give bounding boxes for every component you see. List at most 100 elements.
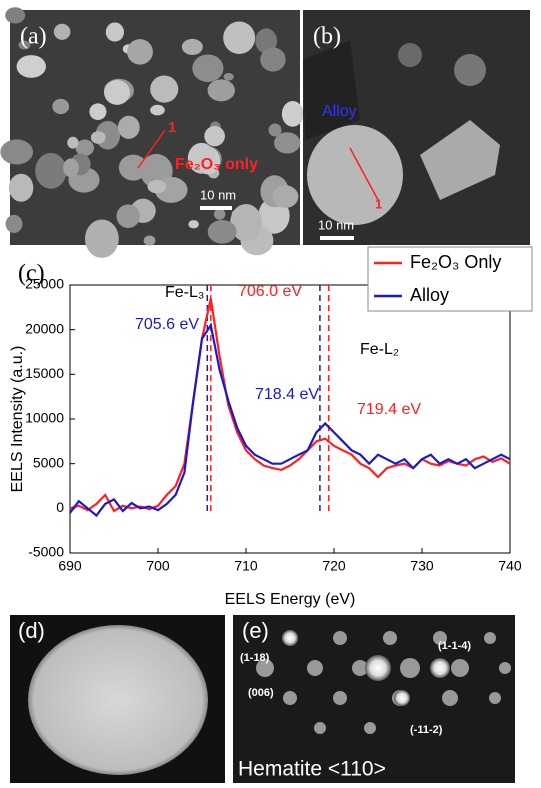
legend-label: Fe₂O₃ Only	[410, 252, 501, 272]
annotation: Fe-L₃	[165, 284, 204, 301]
particle	[143, 235, 156, 246]
particle	[117, 115, 140, 139]
panel-label: (d)	[18, 618, 45, 643]
diffraction-spot	[352, 660, 368, 676]
particle	[230, 203, 262, 242]
particle	[105, 22, 125, 42]
particle	[104, 80, 131, 105]
x-tick-label: 730	[410, 558, 434, 574]
diffraction-spot	[307, 660, 323, 676]
particle	[18, 40, 31, 50]
marker-label: 706.0 eV	[238, 283, 302, 300]
particle	[274, 132, 301, 154]
scale-label: 10 nm	[200, 187, 236, 202]
spot-label: (-11-2)	[410, 724, 443, 736]
panel-label: (e)	[242, 618, 269, 643]
particle	[207, 79, 235, 102]
diffraction-spot	[499, 662, 511, 674]
particle	[5, 7, 26, 24]
particle	[84, 219, 119, 258]
particle	[118, 154, 148, 181]
particle	[150, 104, 165, 116]
spot-label: (1-1-4)	[438, 640, 471, 652]
marker-line	[349, 147, 379, 201]
particle	[147, 179, 167, 194]
diffraction-spot	[451, 659, 469, 677]
diffraction-spot	[333, 691, 347, 705]
particle	[260, 47, 286, 72]
scale-bar	[200, 206, 232, 210]
diffraction-spot	[314, 722, 326, 734]
particle	[192, 54, 224, 83]
annotation: Fe₂O₃ only	[175, 156, 258, 173]
x-axis-label: EELS Energy (eV)	[225, 591, 356, 608]
particle	[187, 142, 216, 174]
marker-label: 718.4 eV	[255, 386, 319, 403]
y-axis-label: EELS Intensity (a.u.)	[9, 346, 26, 493]
diffraction-spot	[433, 631, 447, 645]
particle	[116, 204, 140, 229]
diffraction-spot	[283, 691, 297, 705]
x-tick-label: 720	[322, 558, 346, 574]
particle	[0, 139, 34, 165]
diffraction-spot	[282, 630, 298, 646]
particle	[213, 208, 226, 220]
legend-box	[367, 246, 533, 312]
particle	[307, 125, 403, 225]
annotation: Fe-L₂	[360, 341, 399, 358]
diffraction-spot	[364, 722, 376, 734]
x-tick-label: 710	[234, 558, 258, 574]
particle	[281, 100, 304, 127]
panel-a	[0, 7, 304, 258]
marker-label: 1	[168, 119, 176, 136]
particle	[303, 40, 360, 140]
y-tick-label: 15000	[25, 365, 64, 381]
diffraction-spot	[365, 655, 391, 681]
particle	[454, 54, 486, 86]
diffraction-spot	[430, 658, 450, 678]
panel-label: (a)	[20, 24, 47, 50]
x-tick-label: 740	[498, 558, 522, 574]
diffraction-spot	[442, 690, 458, 706]
particle	[188, 220, 199, 229]
caption: Hematite <110>	[238, 758, 386, 781]
x-tick-label: 700	[146, 558, 170, 574]
panel-b	[303, 10, 530, 245]
particle	[53, 23, 71, 40]
legend-label: Alloy	[410, 285, 449, 305]
marker-line	[137, 129, 166, 169]
particle	[181, 38, 203, 55]
particle	[52, 98, 70, 115]
particle	[272, 185, 299, 208]
panel-label: (c)	[18, 261, 45, 287]
particle	[90, 131, 106, 144]
diffraction-spot	[484, 632, 496, 644]
diffraction-spot	[489, 692, 501, 704]
particle	[35, 152, 67, 189]
particle	[63, 158, 79, 178]
y-tick-label: 10000	[25, 410, 64, 426]
x-tick-label: 690	[58, 558, 82, 574]
particle	[398, 43, 422, 67]
particle	[207, 219, 237, 244]
particle	[223, 21, 256, 55]
y-tick-label: -5000	[28, 544, 64, 560]
particle	[420, 120, 500, 200]
diffraction-spot	[400, 658, 420, 678]
panel-label: (b)	[313, 24, 341, 50]
diffraction-spot	[383, 631, 397, 645]
particle	[204, 126, 225, 147]
marker-label: 705.6 eV	[135, 316, 199, 333]
marker-label: 719.4 eV	[357, 401, 421, 418]
scale-bar	[320, 236, 354, 240]
annotation: Alloy	[322, 103, 357, 120]
spot-label: (1-18)	[240, 652, 270, 664]
particle	[16, 55, 46, 78]
diffraction-spot	[333, 631, 347, 645]
chart: (c) -5000 0 5000 10000 15000 20000 25000 690 700 7…	[9, 246, 533, 608]
series-line	[69, 322, 511, 518]
particle	[67, 136, 79, 149]
diffraction-spot	[256, 659, 274, 677]
y-tick-label: 20000	[25, 320, 64, 336]
